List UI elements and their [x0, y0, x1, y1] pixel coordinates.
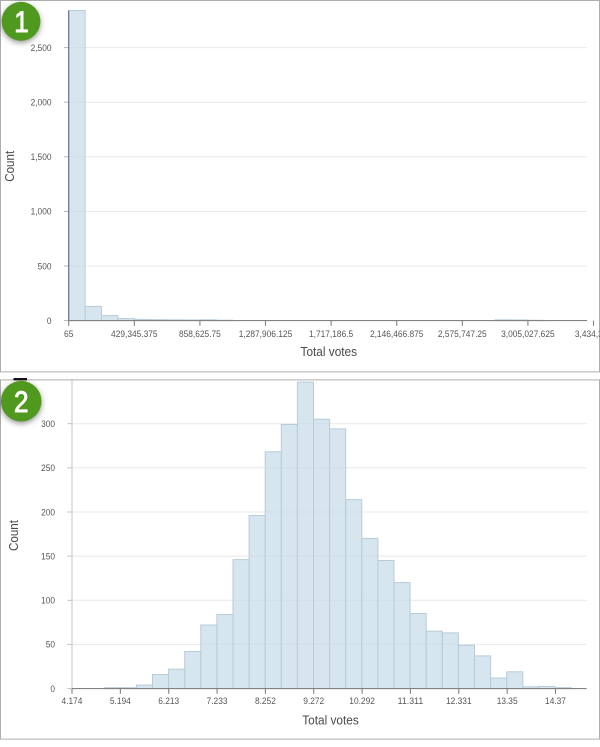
svg-text:Total votes: Total votes: [301, 345, 358, 359]
svg-text:2: 2: [14, 385, 29, 418]
svg-text:500: 500: [38, 261, 52, 272]
svg-text:1,287,906.125: 1,287,906.125: [239, 329, 293, 340]
svg-text:2,575,747.25: 2,575,747.25: [438, 329, 487, 340]
svg-text:3,434,308: 3,434,308: [575, 329, 600, 340]
svg-text:1,717,186.5: 1,717,186.5: [309, 329, 353, 340]
svg-text:1,000: 1,000: [31, 207, 52, 218]
svg-text:200: 200: [41, 507, 55, 518]
svg-text:300: 300: [41, 419, 55, 430]
svg-text:12.331: 12.331: [446, 696, 472, 707]
svg-text:50: 50: [46, 640, 55, 651]
svg-text:858,625.75: 858,625.75: [179, 329, 221, 340]
svg-text:2,500: 2,500: [31, 43, 52, 54]
svg-text:150: 150: [41, 551, 55, 562]
svg-text:250: 250: [41, 463, 55, 474]
svg-text:5.194: 5.194: [110, 696, 131, 707]
svg-text:6.213: 6.213: [158, 696, 179, 707]
svg-text:Total votes: Total votes: [302, 713, 359, 727]
svg-text:0: 0: [47, 316, 52, 327]
svg-text:8.252: 8.252: [255, 696, 276, 707]
svg-text:7.233: 7.233: [207, 696, 228, 707]
svg-text:Count: Count: [3, 150, 17, 181]
svg-text:3,005,027.625: 3,005,027.625: [501, 329, 555, 340]
svg-text:11.311: 11.311: [398, 696, 424, 707]
svg-text:14.37: 14.37: [545, 696, 566, 707]
svg-text:0: 0: [50, 684, 55, 695]
svg-text:1,500: 1,500: [31, 152, 52, 163]
svg-text:13.35: 13.35: [497, 696, 518, 707]
svg-text:1: 1: [14, 6, 29, 39]
svg-text:2,000: 2,000: [31, 98, 52, 109]
svg-text:10.292: 10.292: [349, 696, 375, 707]
svg-text:Count: Count: [7, 520, 21, 551]
svg-text:9.272: 9.272: [303, 696, 324, 707]
svg-text:65: 65: [64, 329, 73, 340]
svg-text:429,345.375: 429,345.375: [111, 329, 158, 340]
svg-text:2,146,466.875: 2,146,466.875: [370, 329, 424, 340]
svg-text:100: 100: [41, 596, 55, 607]
svg-text:4.174: 4.174: [62, 696, 83, 707]
